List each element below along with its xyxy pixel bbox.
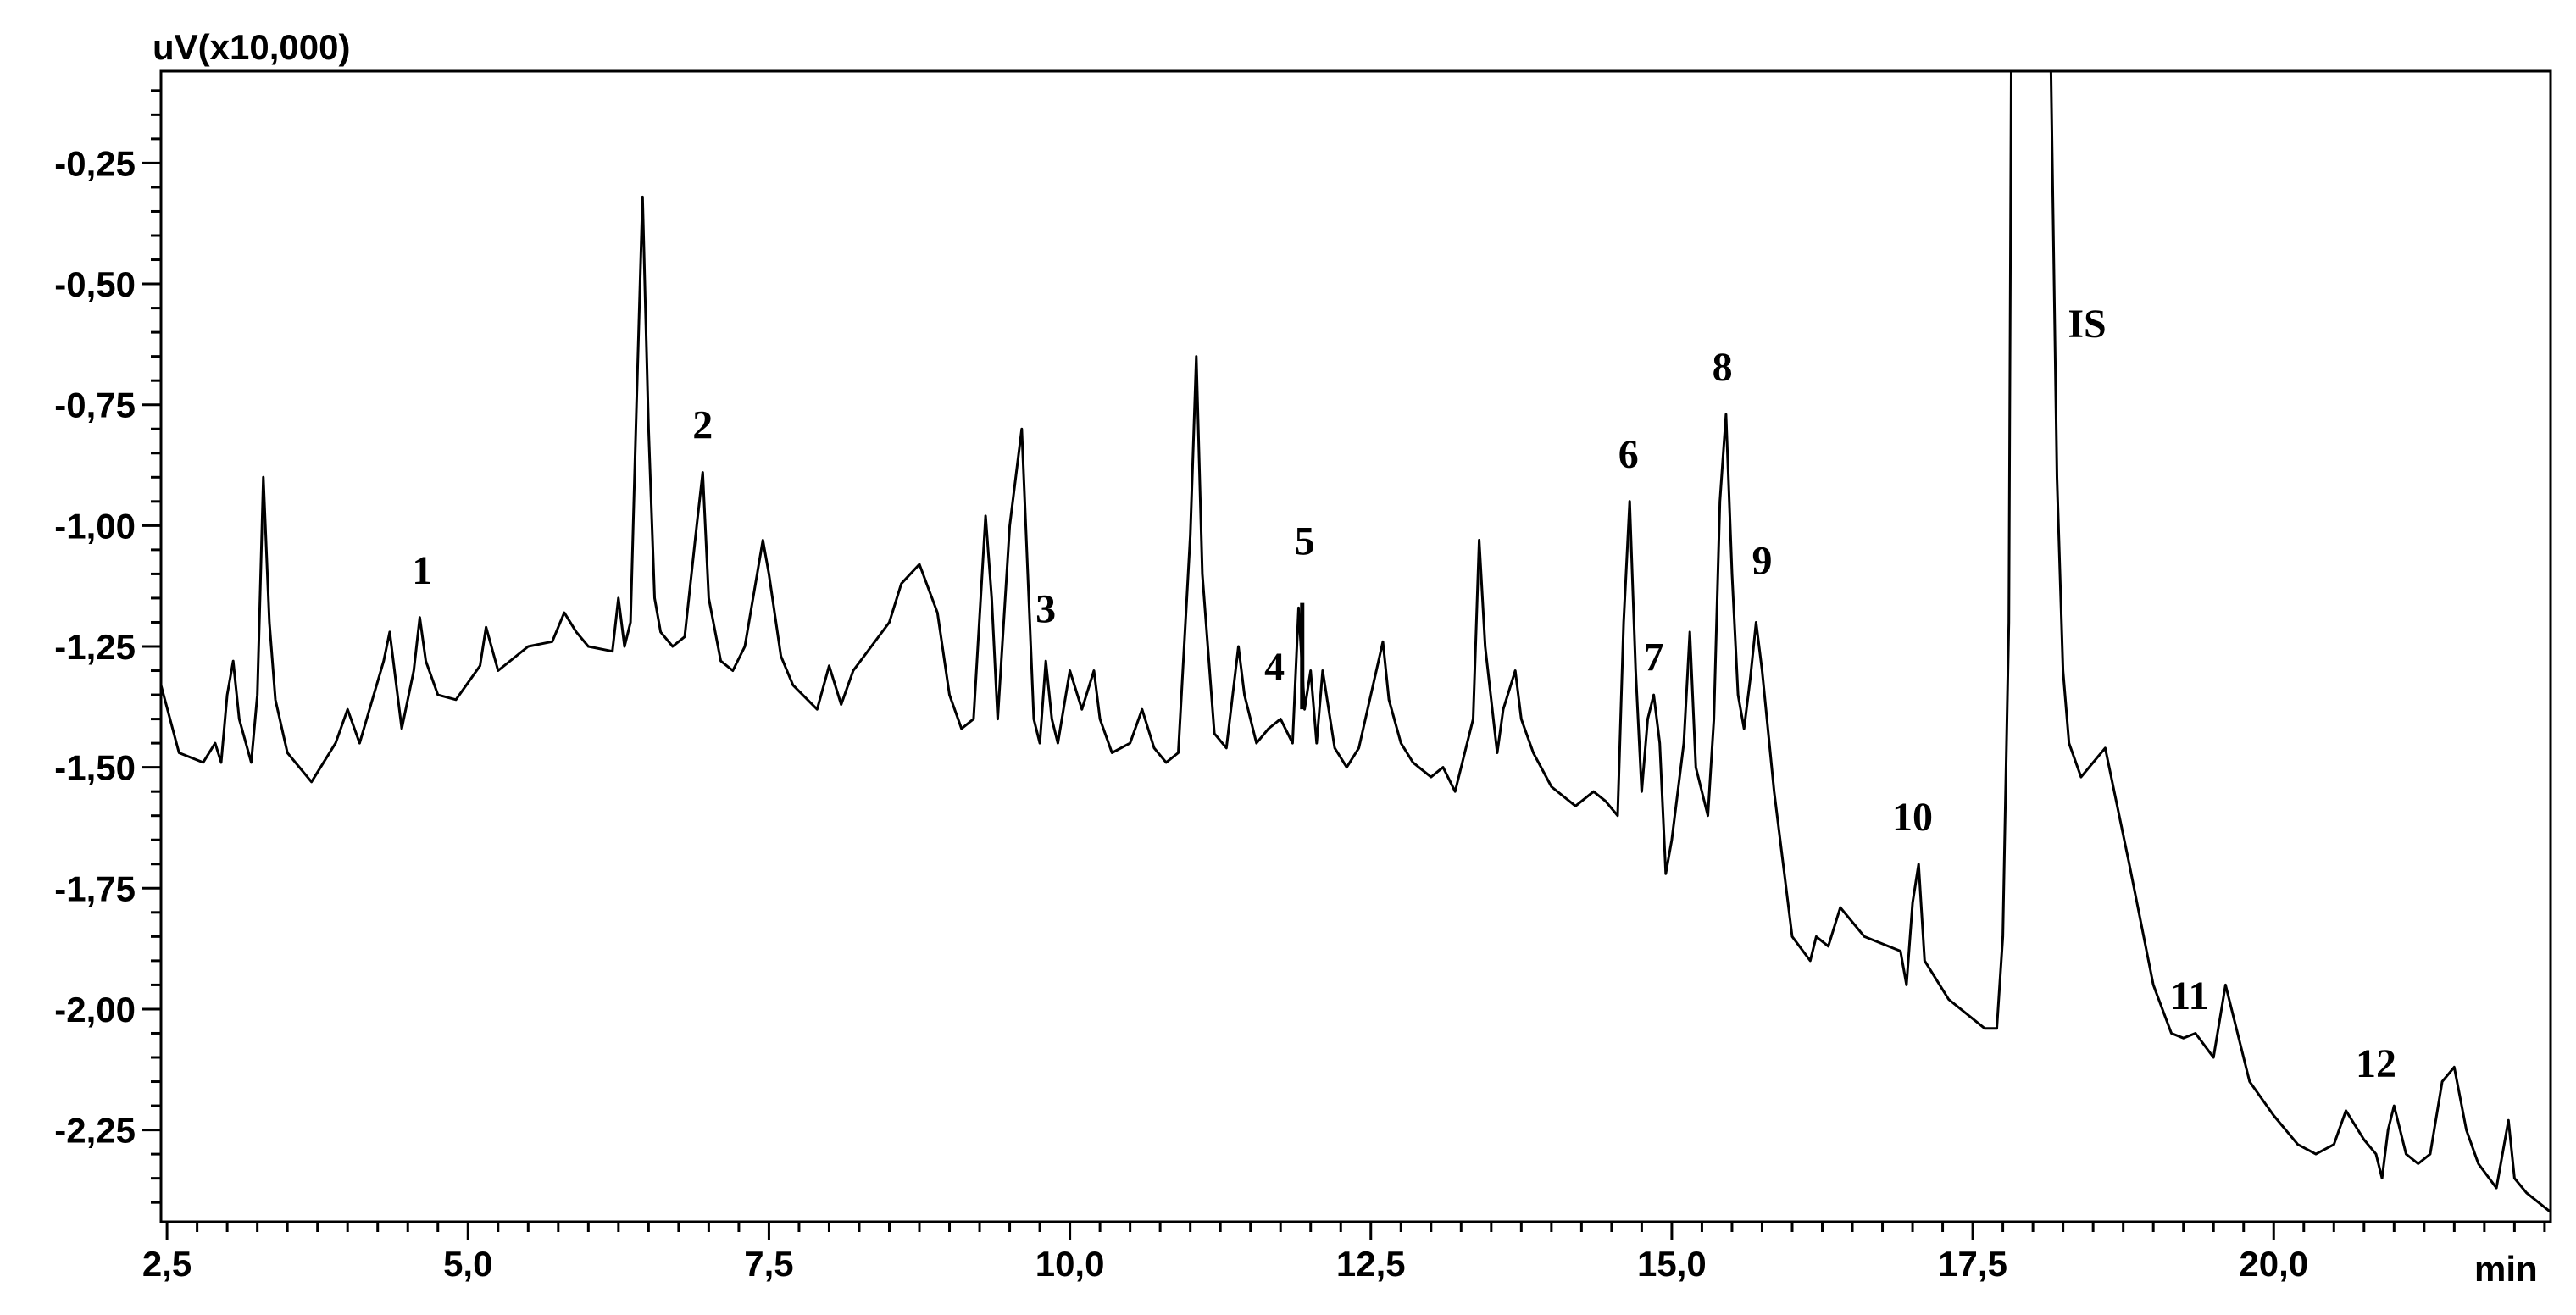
peak-label: IS	[2068, 302, 2106, 347]
peak-label: 11	[2170, 974, 2208, 1018]
peak-label: 3	[1035, 586, 1056, 631]
y-tick-label: -2,25	[54, 1111, 136, 1151]
peak-label: 4	[1264, 645, 1285, 690]
y-tick-label: -1,75	[54, 868, 136, 908]
y-tick-label: -1,50	[54, 748, 136, 788]
x-tick-label: 7,5	[744, 1244, 793, 1284]
peak-label: 10	[1892, 795, 1933, 840]
peak-label: 9	[1752, 538, 1772, 583]
y-tick-label: -1,25	[54, 627, 136, 667]
peak-label: 5	[1295, 519, 1315, 564]
y-tick-label: -0,25	[54, 143, 136, 183]
y-tick-labels: -0,25 -0,50 -0,75 -1,00 -1,25 -1,50 -1,75 -2,00…	[54, 143, 136, 1150]
peak-label: 12	[2356, 1041, 2396, 1086]
x-tick-labels: 2,5 5,0 7,5 10,0 12,5 15,0 17,5 20,0	[142, 1244, 2308, 1284]
y-tick-label: -0,75	[54, 386, 136, 425]
x-tick-label: 20,0	[2239, 1244, 2308, 1284]
x-tick-label: 10,0	[1035, 1244, 1105, 1284]
x-tick-label: 5,0	[443, 1244, 492, 1284]
x-tick-label: 2,5	[142, 1244, 192, 1284]
x-tick-label: 17,5	[1938, 1244, 2007, 1284]
peak-label: 1	[412, 548, 432, 593]
peak-label: 2	[692, 403, 713, 448]
peak-label: 8	[1713, 345, 1733, 390]
peak-label: 7	[1644, 635, 1664, 680]
chromatogram-trace	[159, 69, 2551, 1213]
peak-label: 6	[1618, 432, 1639, 477]
y-tick-label: -0,50	[54, 264, 136, 304]
y-axis-label: uV(x10,000)	[153, 27, 350, 67]
y-tick-label: -2,00	[54, 990, 136, 1029]
x-tick-label: 15,0	[1637, 1244, 1707, 1284]
x-tick-label: 12,5	[1336, 1244, 1406, 1284]
axis-ticks	[142, 89, 2546, 1240]
x-axis-label: min	[2474, 1249, 2538, 1289]
plot-frame	[159, 69, 2552, 1223]
y-tick-label: -1,00	[54, 506, 136, 546]
